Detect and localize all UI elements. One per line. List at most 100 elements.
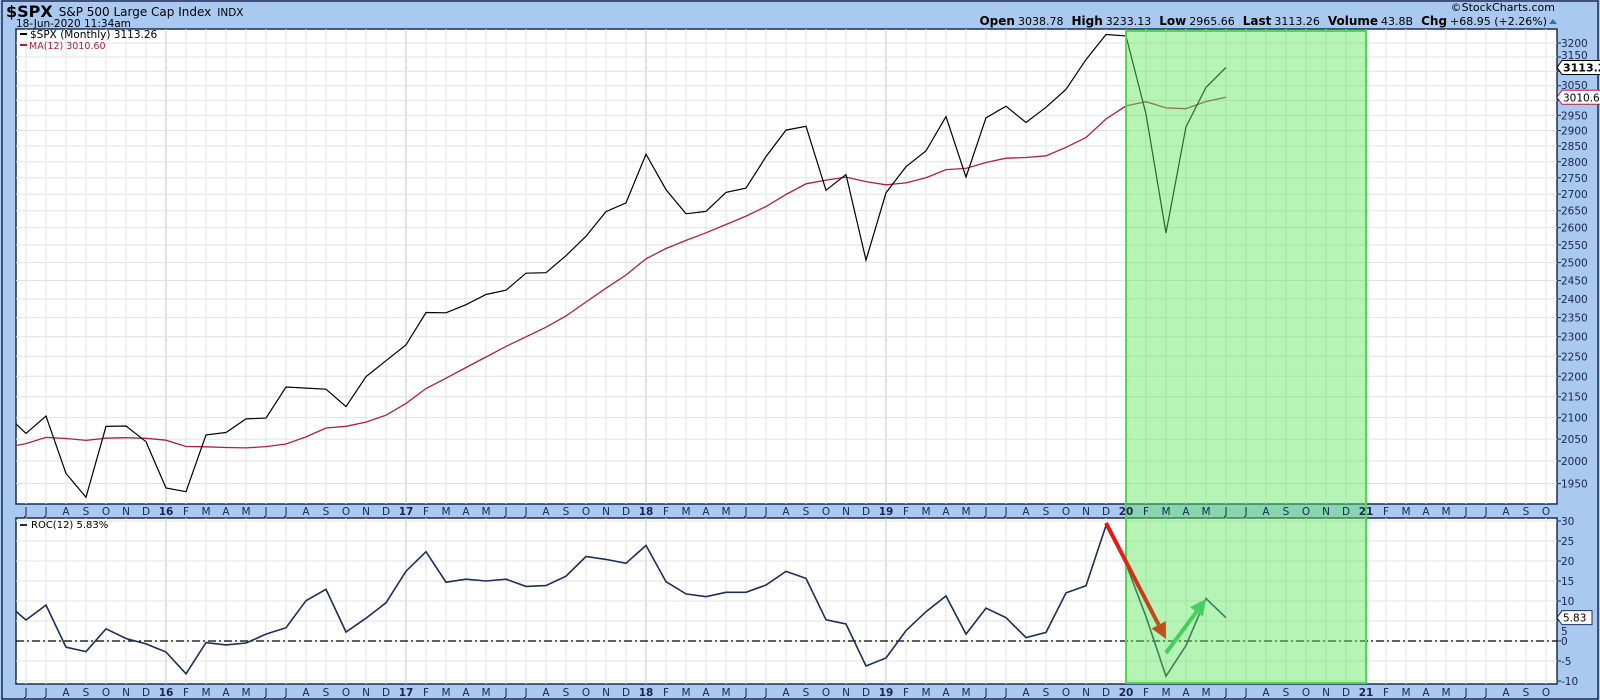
x-tick-label: S [1043, 687, 1050, 699]
x-tick-label: N [842, 687, 850, 699]
arrow-head [1190, 599, 1206, 617]
x-tick-label: M [241, 506, 250, 518]
x-tick-label: J [23, 506, 27, 518]
symbol: $SPX [6, 2, 53, 21]
x-tick-label: M [721, 506, 730, 518]
x-tick-label: D [622, 687, 630, 699]
x-tick-label: J [263, 506, 267, 518]
stat-value: 3113.26 [1274, 15, 1320, 28]
exchange: INDX [217, 7, 243, 19]
x-tick-label: J [523, 687, 527, 699]
x-tick-label: D [1102, 687, 1110, 699]
triangle-up-icon [1549, 19, 1557, 24]
stat-label: High [1071, 14, 1102, 28]
x-tick-label: J [1243, 687, 1247, 699]
x-tick-label: F [903, 687, 909, 699]
x-tick-label: A [542, 687, 550, 699]
x-tick-label: J [1483, 687, 1487, 699]
x-tick-label: A [1022, 687, 1030, 699]
x-tick-label: A [782, 506, 790, 518]
x-tick-label: M [1401, 687, 1410, 699]
x-tick-label: S [1043, 506, 1050, 518]
price-tag-text: 3113.26 [1563, 61, 1600, 74]
x-tick-label: A [1182, 506, 1190, 518]
x-tick-label: J [1003, 506, 1007, 518]
x-tick-label: D [142, 506, 150, 518]
x-tick-label: M [441, 687, 450, 699]
stat-label: Low [1159, 14, 1186, 28]
x-tick-label: F [183, 687, 189, 699]
roc-y-tick-label: 5 [1561, 626, 1568, 638]
x-tick-label: F [1383, 506, 1389, 518]
x-tick-label: N [122, 506, 130, 518]
x-tick-label: O [342, 506, 350, 518]
y-tick-label: 2500 [1561, 258, 1588, 270]
x-tick-label: 18 [639, 687, 654, 699]
x-tick-label: A [222, 687, 230, 699]
x-tick-label: M [1441, 506, 1450, 518]
y-tick-label: 2250 [1561, 351, 1588, 363]
y-tick-label: 2350 [1561, 313, 1588, 325]
x-tick-label: M [441, 506, 450, 518]
x-tick-label: N [1082, 506, 1090, 518]
x-tick-label: F [183, 506, 189, 518]
x-tick-label: J [523, 506, 527, 518]
x-tick-label: M [1161, 687, 1170, 699]
x-tick-label: A [302, 687, 310, 699]
y-tick-label: 2300 [1561, 332, 1588, 344]
x-tick-label: 20 [1119, 506, 1134, 518]
x-tick-label: A [1022, 506, 1030, 518]
x-tick-label: J [1003, 687, 1007, 699]
x-tick-label: D [862, 687, 870, 699]
x-tick-label: O [1302, 506, 1310, 518]
x-tick-label: S [1523, 506, 1530, 518]
x-tick-label: A [942, 687, 950, 699]
x-tick-label: J [743, 687, 747, 699]
price-series-group [16, 33, 1227, 499]
roc-y-tick-label: 10 [1561, 596, 1574, 608]
legend-price: $SPX (Monthly) 3113.26 [30, 29, 158, 41]
price-line [16, 33, 1227, 499]
roc-y-tick-label: -10 [1561, 676, 1578, 688]
x-tick-label: O [822, 687, 830, 699]
x-tick-label: 17 [399, 687, 414, 699]
y-tick-label: 2450 [1561, 276, 1588, 288]
x-tick-label: J [1223, 506, 1227, 518]
x-tick-label: F [1143, 687, 1149, 699]
x-tick-label: 17 [399, 506, 414, 518]
roc-y-tick-label: 30 [1561, 516, 1574, 528]
copyright: ©StockCharts.com [1451, 1, 1555, 14]
x-tick-label: A [1422, 506, 1430, 518]
x-tick-label: 21 [1359, 687, 1374, 699]
x-tick-label: S [1283, 687, 1290, 699]
x-tick-label: M [1161, 506, 1170, 518]
x-tick-label: O [1542, 687, 1550, 699]
x-tick-label: J [1463, 506, 1467, 518]
x-tick-label: A [1502, 506, 1510, 518]
x-tick-label: M [721, 687, 730, 699]
x-tick-label: 20 [1119, 687, 1134, 699]
roc-line [16, 523, 1227, 679]
stat-value: 2965.66 [1189, 15, 1235, 28]
y-tick-label: 1950 [1561, 479, 1588, 491]
x-tick-label: J [263, 687, 267, 699]
x-tick-label: J [983, 687, 987, 699]
x-tick-label: 21 [1359, 506, 1374, 518]
y-tick-label: 2800 [1561, 157, 1588, 169]
stat-label: Volume [1328, 14, 1378, 28]
x-tick-label: J [283, 687, 287, 699]
x-tick-label: S [83, 506, 90, 518]
x-tick-label: M [1201, 506, 1210, 518]
x-tick-label: A [1262, 506, 1270, 518]
x-tick-label: N [842, 506, 850, 518]
axis-labels: JJJJAASSOONNDD1616FFMMAAMMJJJJAASSOONNDD… [23, 38, 1587, 699]
x-tick-label: A [542, 506, 550, 518]
x-tick-label: F [423, 687, 429, 699]
x-tick-label: S [323, 687, 330, 699]
x-tick-label: M [961, 687, 970, 699]
x-tick-label: M [481, 687, 490, 699]
x-tick-label: J [1483, 506, 1487, 518]
x-tick-label: J [763, 687, 767, 699]
y-tick-label: 2900 [1561, 126, 1588, 138]
roc-series-group [16, 523, 1227, 679]
